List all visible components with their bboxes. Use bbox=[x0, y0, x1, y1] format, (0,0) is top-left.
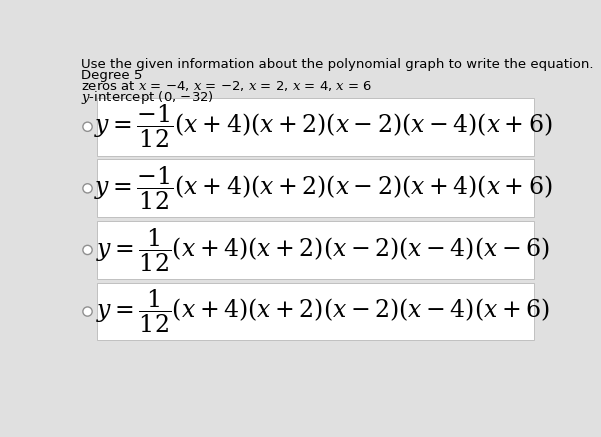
Text: zeros at $x$ = $-$4, $x$ = $-$2, $x$ = 2, $x$ = 4, $x$ = 6: zeros at $x$ = $-$4, $x$ = $-$2, $x$ = 2… bbox=[81, 79, 372, 93]
Text: Degree 5: Degree 5 bbox=[81, 69, 142, 82]
Text: $y$-intercept (0, $-$32): $y$-intercept (0, $-$32) bbox=[81, 89, 213, 106]
FancyBboxPatch shape bbox=[97, 283, 534, 340]
Circle shape bbox=[83, 245, 92, 255]
Text: Use the given information about the polynomial graph to write the equation.: Use the given information about the poly… bbox=[81, 58, 593, 71]
FancyBboxPatch shape bbox=[97, 221, 534, 279]
Text: $y = \dfrac{1}{12}(x+4)(x+2)(x-2)(x-4)(x-6)$: $y = \dfrac{1}{12}(x+4)(x+2)(x-2)(x-4)(x… bbox=[96, 226, 550, 274]
Text: $y = \dfrac{-1}{12}(x+4)(x+2)(x-2)(x+4)(x+6)$: $y = \dfrac{-1}{12}(x+4)(x+2)(x-2)(x+4)(… bbox=[94, 165, 552, 212]
FancyBboxPatch shape bbox=[97, 98, 534, 156]
Circle shape bbox=[83, 184, 92, 193]
FancyBboxPatch shape bbox=[97, 160, 534, 217]
Text: $y = \dfrac{1}{12}(x+4)(x+2)(x-2)(x-4)(x+6)$: $y = \dfrac{1}{12}(x+4)(x+2)(x-2)(x-4)(x… bbox=[96, 288, 550, 335]
Text: $y = \dfrac{-1}{12}(x+4)(x+2)(x-2)(x-4)(x+6)$: $y = \dfrac{-1}{12}(x+4)(x+2)(x-2)(x-4)(… bbox=[94, 103, 552, 150]
Circle shape bbox=[83, 122, 92, 132]
Circle shape bbox=[83, 307, 92, 316]
